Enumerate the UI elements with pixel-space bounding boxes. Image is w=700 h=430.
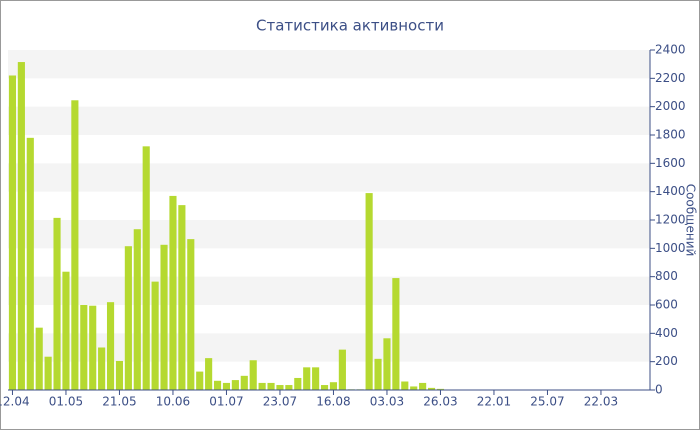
bar [436, 388, 445, 390]
bar [338, 349, 346, 390]
bar [258, 382, 266, 390]
bar [106, 302, 115, 390]
bar [133, 229, 141, 390]
bar [169, 195, 177, 390]
x-tick-label: 01.07 [209, 395, 243, 409]
x-tick-label: 25.07 [530, 395, 564, 409]
y-axis-title: Сообщений [684, 184, 698, 257]
bar [312, 367, 320, 390]
bar [320, 385, 329, 390]
bar [231, 380, 239, 390]
y-tick-label: 200 [655, 354, 678, 368]
bar [213, 380, 222, 390]
y-tick-label: 2200 [655, 71, 686, 85]
grid-band [8, 163, 650, 192]
y-tick-label: 1400 [655, 184, 686, 198]
x-tick-label: 22.03 [584, 395, 618, 409]
bar [8, 75, 17, 390]
bar [365, 193, 373, 390]
y-tick-label: 1800 [655, 128, 686, 142]
bar [383, 338, 391, 390]
y-tick-label: 2400 [655, 43, 686, 57]
grid-band [8, 220, 650, 249]
bar [53, 217, 61, 390]
x-tick-label: 12.04 [0, 395, 30, 409]
grid-band [8, 333, 650, 362]
x-tick-label: 22.01 [477, 395, 511, 409]
grid-band [8, 50, 650, 79]
bar [187, 239, 195, 390]
y-tick-label: 800 [655, 269, 678, 283]
bar [427, 387, 436, 390]
y-tick-label: 600 [655, 298, 678, 312]
bar [240, 375, 248, 390]
bar [410, 386, 418, 390]
bar [392, 278, 400, 390]
bar [98, 347, 106, 390]
bar [71, 100, 79, 391]
grid-band [8, 106, 650, 135]
x-tick-label: 10.06 [156, 395, 190, 409]
x-tick-label: 23.07 [263, 395, 297, 409]
bar [80, 305, 88, 390]
x-tick-label: 21.05 [102, 395, 136, 409]
bar [249, 360, 257, 390]
bar [276, 385, 284, 390]
y-tick-label: 0 [655, 383, 663, 397]
bar [303, 367, 311, 390]
y-tick-label: 2000 [655, 99, 686, 113]
bar [196, 371, 204, 390]
y-tick-label: 1000 [655, 241, 686, 255]
x-tick-label: 01.05 [49, 395, 83, 409]
bar [151, 281, 159, 390]
x-tick-label: 16.08 [316, 395, 350, 409]
bar [329, 382, 338, 390]
bar [89, 305, 97, 390]
bar [62, 271, 70, 390]
bar [222, 382, 231, 390]
bar [205, 358, 213, 390]
bar [285, 385, 293, 390]
y-tick-label: 1600 [655, 156, 686, 170]
grid-band [8, 276, 650, 305]
bar [17, 62, 25, 391]
bar [401, 381, 409, 390]
y-tick-label: 1200 [655, 213, 686, 227]
bar [35, 327, 43, 390]
bar [26, 137, 34, 390]
y-tick-label: 400 [655, 326, 678, 340]
x-tick-label: 03.03 [370, 395, 404, 409]
bar [178, 205, 186, 390]
bar [115, 360, 124, 390]
bar [267, 382, 275, 390]
bar [44, 356, 52, 390]
bar [142, 146, 150, 390]
x-tick-label: 26.03 [423, 395, 457, 409]
bar [160, 244, 168, 390]
bar [374, 358, 382, 390]
bar [419, 382, 427, 390]
chart-title: Статистика активности [256, 17, 444, 35]
bar [124, 246, 132, 390]
bar [294, 377, 302, 390]
